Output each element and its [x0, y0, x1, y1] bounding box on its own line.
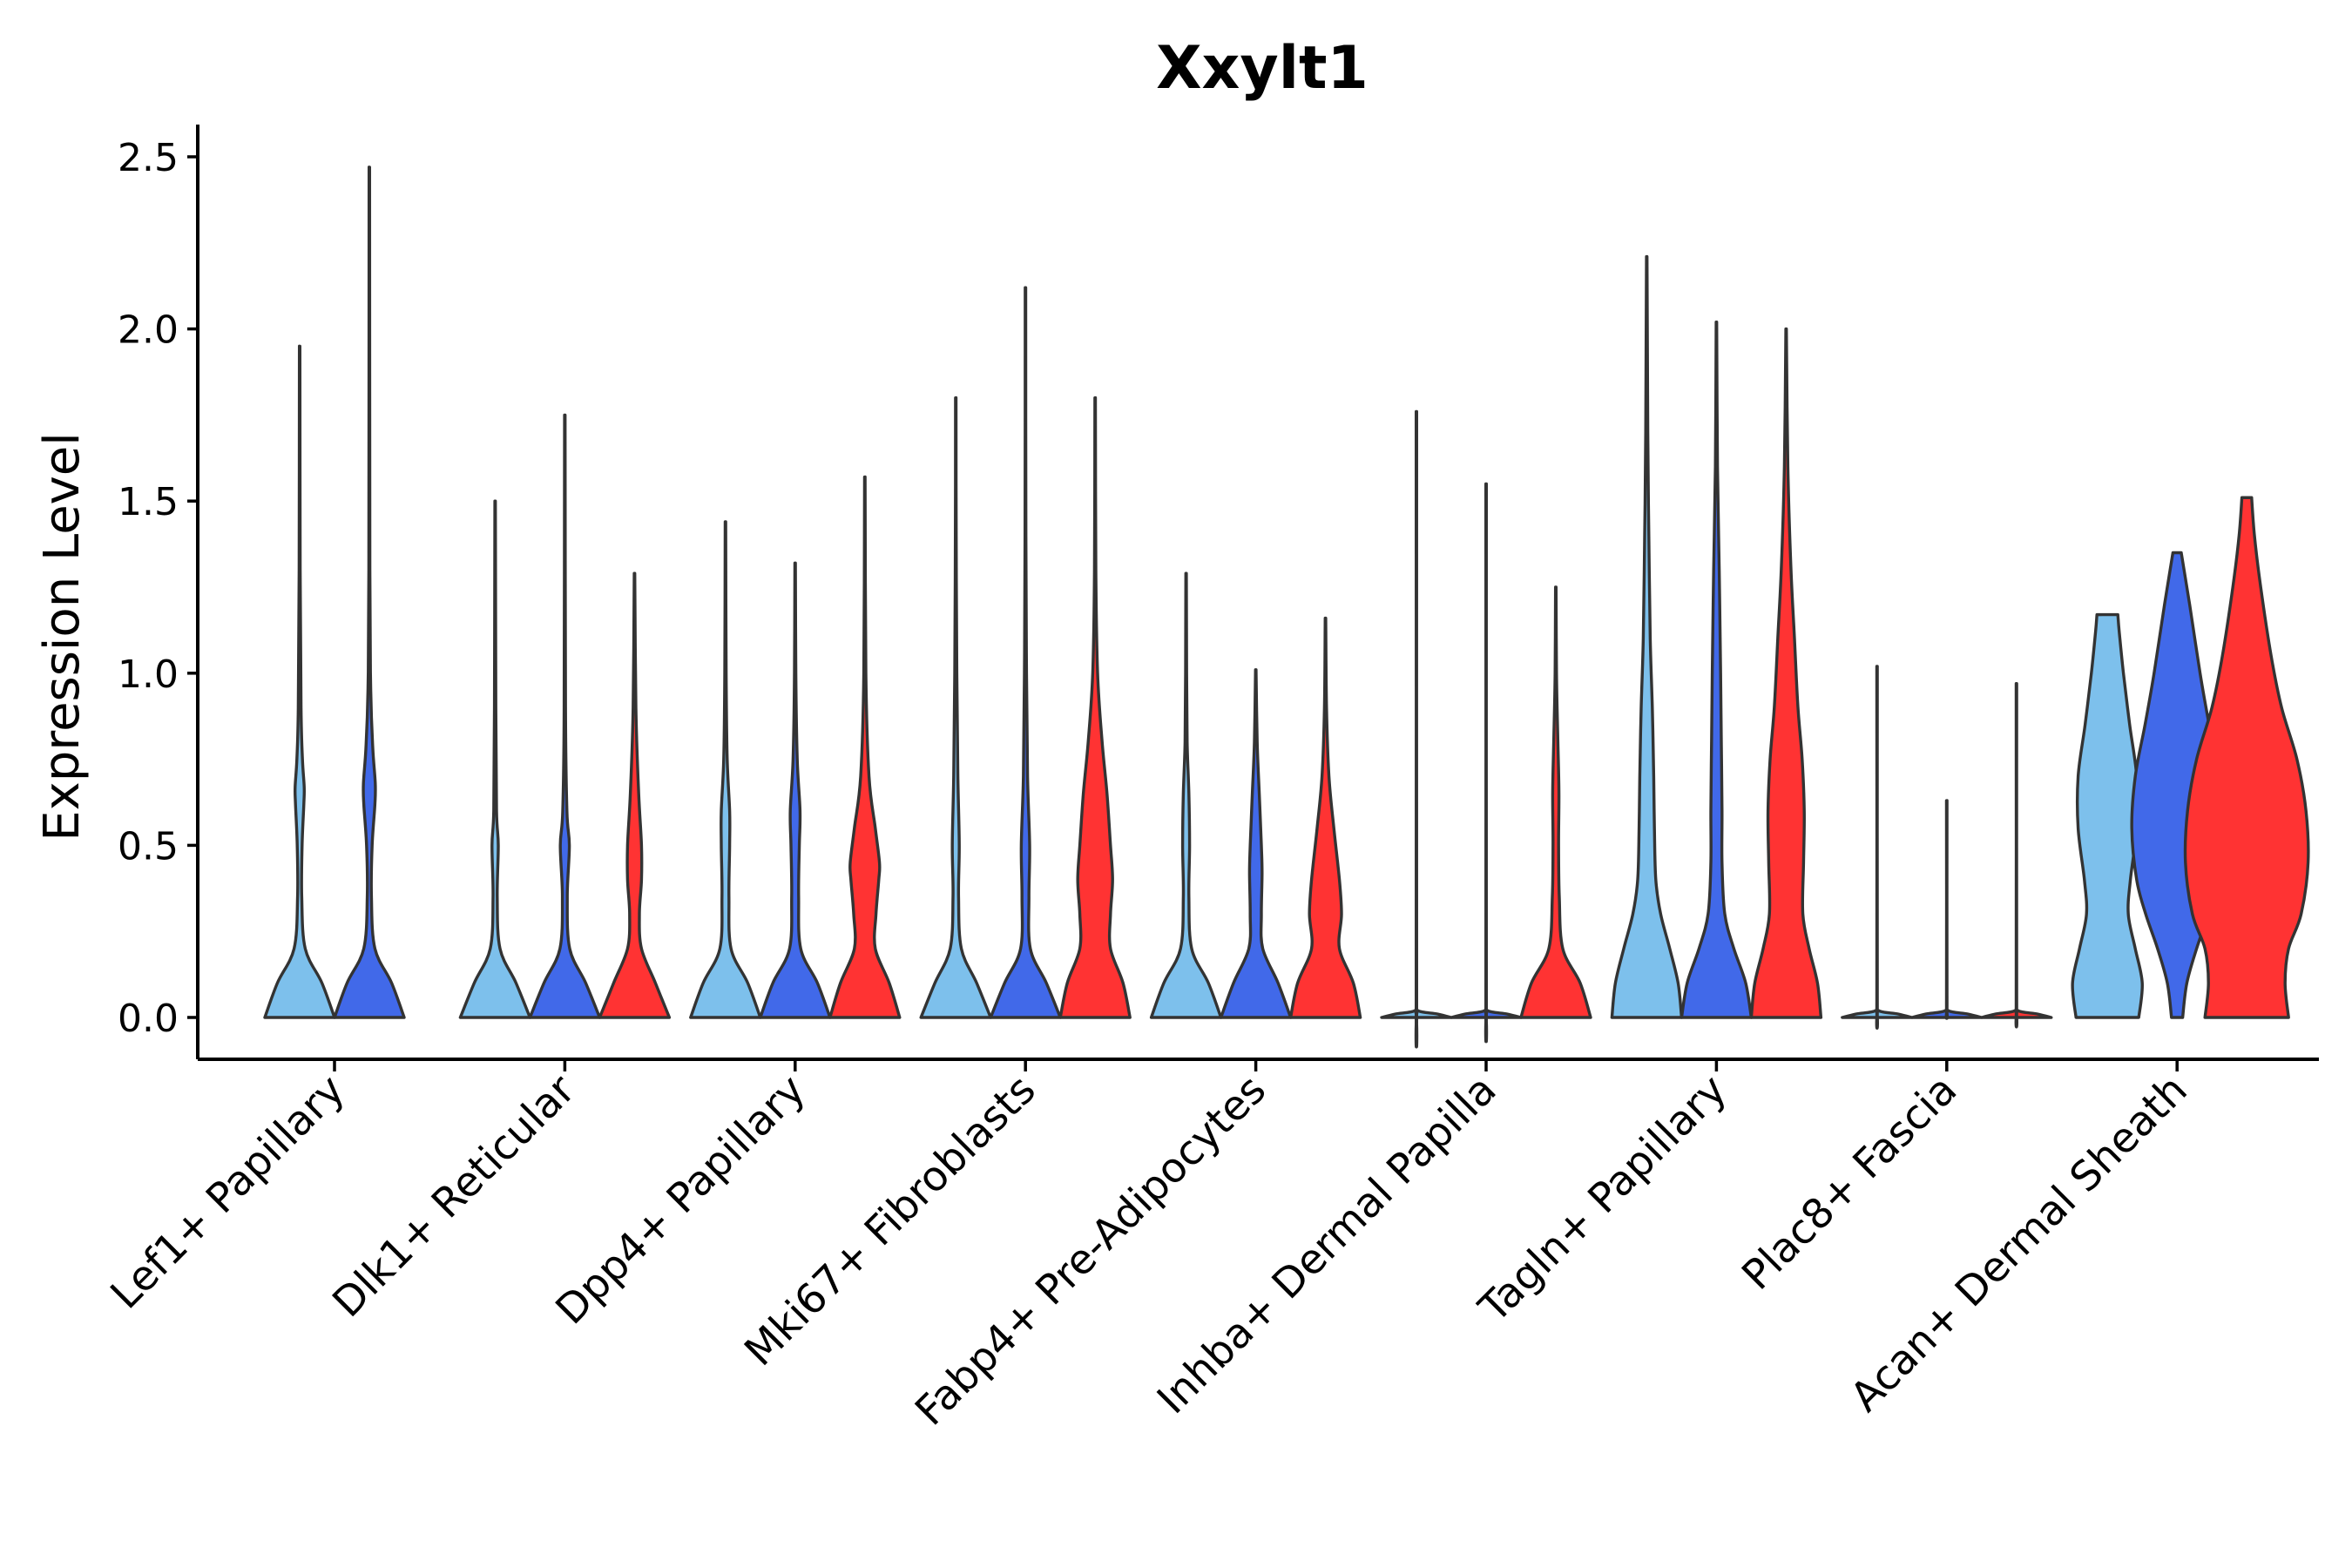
violin-acan-dermal-sheath-3 — [2183, 496, 2310, 1019]
x-tick-label: Tagln+ Papillary — [1470, 1066, 1736, 1333]
violin-acan-dermal-sheath-1 — [2071, 612, 2144, 1019]
y-tick-label: 2.5 — [118, 136, 179, 180]
violin-inhba-dermal-papilla-2 — [1450, 482, 1523, 1044]
x-tick-label: Lef1+ Papillary — [102, 1066, 355, 1319]
violin-fabp4-pre-adipocytes-1 — [1149, 571, 1223, 1019]
x-tick-label: Plac8+ Fascia — [1733, 1066, 1966, 1300]
violin-mki67-fibroblasts-2 — [989, 286, 1062, 1019]
y-axis: 0.0 0.5 1.0 1.5 2.0 2.5 — [118, 125, 199, 1059]
y-tick-label: 2.0 — [118, 308, 179, 353]
violin-mki67-fibroblasts-3 — [1058, 395, 1132, 1019]
violin-dpp4-papillary-2 — [759, 561, 832, 1019]
violin-fabp4-pre-adipocytes-3 — [1288, 616, 1362, 1019]
x-tick-label: Dlk1+ Reticular — [323, 1065, 585, 1327]
violin-inhba-dermal-papilla-3 — [1519, 585, 1592, 1019]
violin-dpp4-papillary-1 — [689, 520, 762, 1019]
violin-inhba-dermal-papilla-1 — [1380, 409, 1453, 1049]
violin-mki67-fibroblasts-1 — [919, 395, 992, 1019]
violin-dlk1-reticular-1 — [458, 499, 532, 1019]
y-tick-label: 1.0 — [118, 652, 179, 697]
violin-tagln-papillary-2 — [1680, 320, 1754, 1019]
violin-lef1-papillary-1 — [263, 344, 336, 1019]
y-axis-label: Expression Level — [34, 432, 91, 841]
violin-dlk1-reticular-3 — [598, 571, 672, 1019]
y-tick-label: 1.5 — [118, 480, 179, 524]
y-tick-label: 0.0 — [118, 997, 179, 1041]
violin-fabp4-pre-adipocytes-2 — [1219, 668, 1293, 1019]
y-tick-label: 0.5 — [118, 824, 179, 868]
chart-title: Xxylt1 — [1156, 34, 1369, 103]
violin-dlk1-reticular-2 — [528, 413, 602, 1019]
violin-plac8-fascia-1 — [1841, 665, 1914, 1030]
violin-tagln-papillary-3 — [1749, 327, 1823, 1019]
violin-dpp4-papillary-3 — [828, 475, 902, 1019]
violin-plac8-fascia-2 — [1910, 799, 1984, 1020]
violin-layer — [263, 166, 2310, 1049]
x-tick-label: Dpp4+ Papillary — [547, 1066, 815, 1335]
violin-plac8-fascia-3 — [1980, 681, 2053, 1029]
violin-tagln-papillary-1 — [1610, 254, 1684, 1019]
violin-lef1-papillary-2 — [333, 166, 406, 1019]
